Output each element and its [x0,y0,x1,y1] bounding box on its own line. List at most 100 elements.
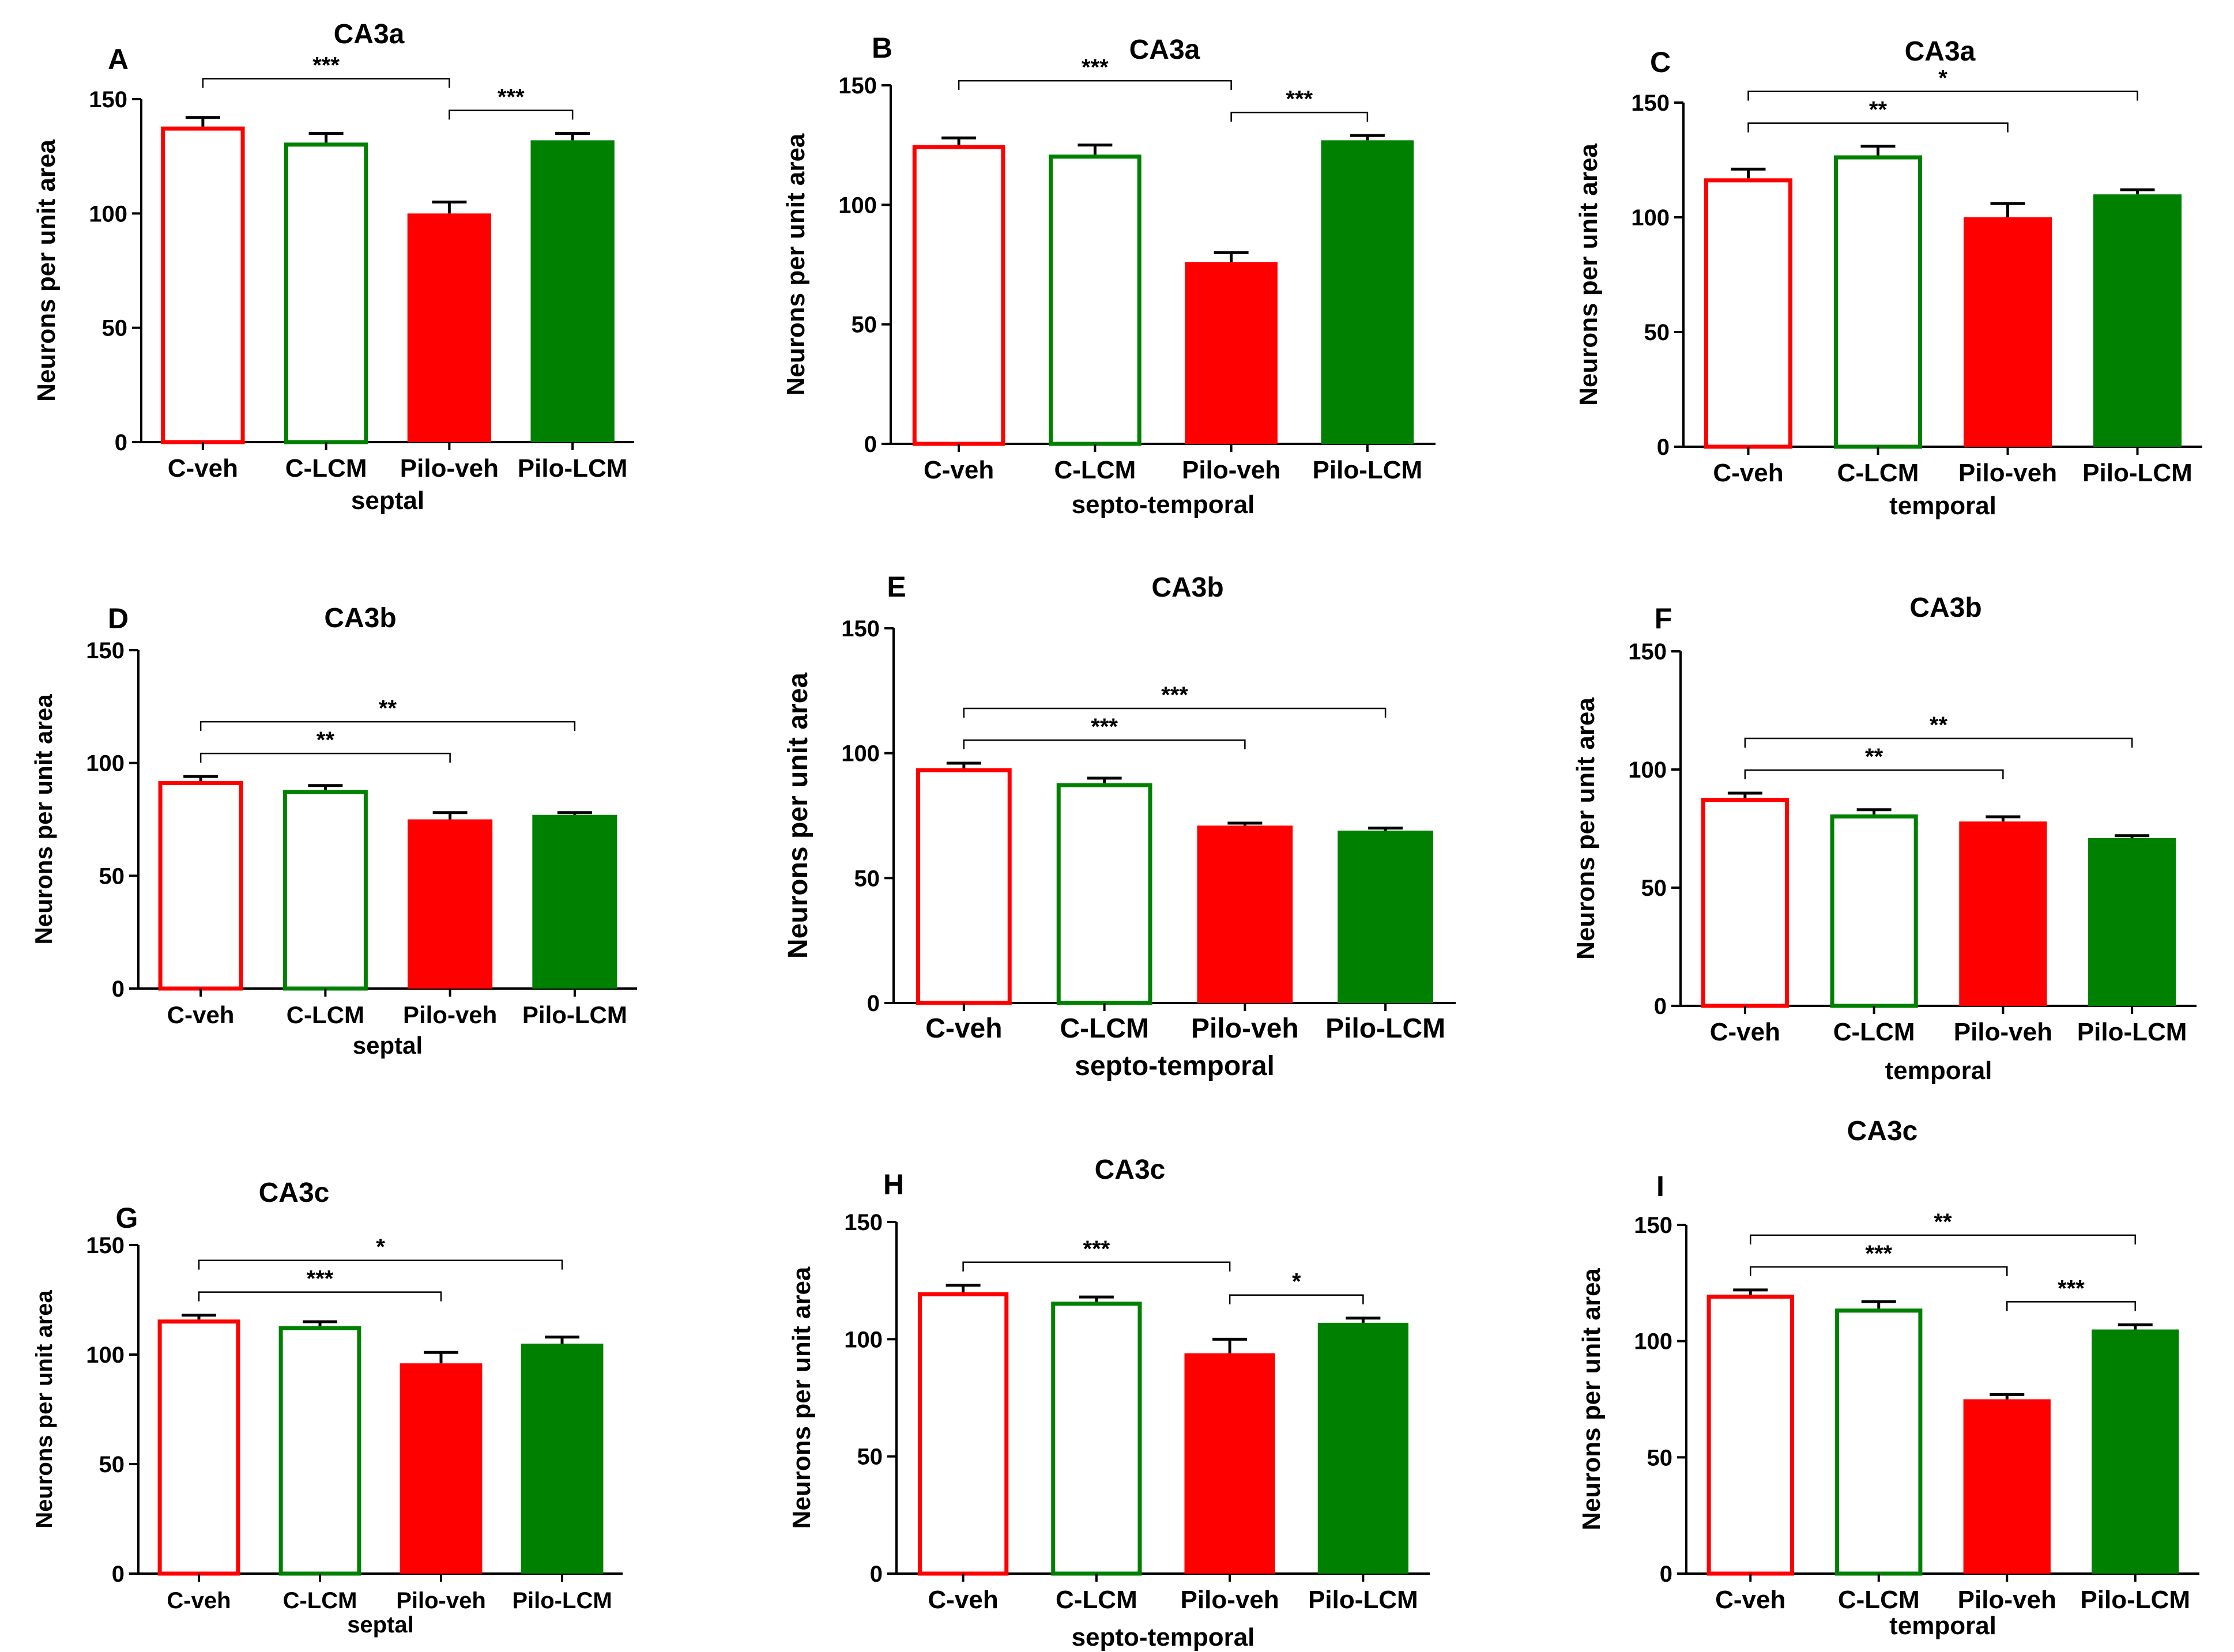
x-axis-label: septo-temporal [1072,1623,1255,1651]
x-tick-label: C-LCM [285,454,367,482]
bar-c-lcm [278,1326,361,1576]
panel-b: B CA3a 0 50 100 150 Neurons per unit area C-veh… [782,32,1436,519]
bar-c-veh [158,780,243,991]
x-tick-label: C-LCM [1838,1586,1920,1614]
bar-pilo-lcm [2088,838,2176,1006]
y-tick-label: 0 [112,1562,125,1587]
y-tick-label: 50 [99,1452,125,1477]
chart-title: CA3c [1095,1155,1166,1185]
y-tick-label: 150 [1631,90,1670,116]
bar-c-lcm [282,790,368,991]
x-tick-label: C-veh [1713,459,1783,487]
y-tick-label: 150 [838,73,877,99]
chart-title: CA3a [1129,35,1200,65]
significance-bracket [449,110,574,120]
significance-bracket [1747,122,2009,133]
significance-label: ** [1930,712,1948,738]
bar-c-veh [918,1292,1009,1576]
x-tick-label: Pilo-LCM [2082,459,2192,487]
panel-letter: H [883,1168,904,1201]
x-tick-label: Pilo-LCM [522,1001,627,1028]
bar-pilo-lcm [521,1344,604,1574]
significance-label: *** [1091,714,1118,740]
significance-label: * [1292,1269,1301,1295]
bar-pilo-veh [408,819,493,989]
chart-title: CA3a [1905,36,1976,67]
bar-pilo-veh [1185,262,1278,444]
y-tick-label: 50 [852,312,877,338]
x-tick-label: C-LCM [287,1001,364,1028]
significance-label: * [376,1235,385,1260]
panel-letter: G [116,1202,138,1234]
panel-c: C CA3a 0 50 100 150 Neurons per unit area C-veh… [1574,36,2202,520]
x-tick-label: C-veh [1715,1586,1785,1614]
x-tick-label: Pilo-veh [403,1001,497,1028]
y-tick-label: 100 [86,1342,125,1368]
x-tick-label: Pilo-LCM [1308,1586,1418,1614]
significance-label: ** [1934,1209,1952,1235]
y-tick-label: 100 [838,193,877,218]
x-tick-label: Pilo-veh [1182,456,1280,484]
y-tick-label: 100 [844,1327,883,1352]
significance-bracket [1750,1266,2008,1276]
y-tick-label: 100 [1628,757,1667,783]
y-axis-label: Neurons per unit area [30,694,57,945]
bar-pilo-lcm [532,814,617,989]
y-tick-label: 150 [89,87,127,112]
significance-bracket [2006,1301,2136,1311]
x-tick-label: C-veh [167,1588,231,1613]
significance-label: *** [498,85,525,110]
panel-i: I CA3c 0 50 100 150 Neurons per unit area C-veh… [1577,1116,2199,1640]
x-tick-label: C-LCM [1837,459,1919,487]
bar-c-veh [912,145,1005,446]
bar-c-lcm [1056,783,1152,1005]
bar-pilo-lcm [1321,140,1414,444]
x-axis-label: temporal [1889,492,1996,520]
panel-letter: D [108,602,129,635]
panel-letter: B [872,32,892,64]
significance-label: ** [1869,97,1888,123]
bar-c-lcm [1049,154,1142,446]
significance-label: ** [1865,744,1883,770]
x-tick-label: Pilo-veh [1958,1586,2056,1614]
chart-title: CA3b [1151,572,1223,603]
x-tick-label: Pilo-LCM [2077,1018,2187,1046]
bar-pilo-veh [400,1363,483,1574]
panel-letter: F [1655,602,1672,635]
y-tick-label: 50 [1644,320,1670,345]
significance-label: * [1938,66,1947,91]
panel-g: G CA3c 0 50 100 150 Neurons per unit area C-veh… [32,1178,623,1638]
y-tick-label: 100 [1634,1329,1672,1355]
bar-c-veh [1704,178,1792,449]
bar-pilo-veh [1197,825,1293,1003]
bar-c-lcm [1830,814,1918,1008]
y-tick-label: 100 [841,741,880,767]
y-tick-label: 0 [864,432,877,457]
chart-title: CA3c [1847,1116,1918,1146]
y-tick-label: 150 [844,1210,883,1235]
x-axis-label: septo-temporal [1072,491,1255,519]
y-tick-label: 0 [112,976,125,1002]
x-tick-label: C-veh [928,1586,999,1614]
x-tick-label: C-LCM [1054,456,1136,484]
bar-c-veh [157,1319,240,1576]
bar-pilo-veh [1963,1399,2051,1574]
y-tick-label: 100 [89,201,127,227]
x-tick-label: Pilo-LCM [518,454,628,482]
y-tick-label: 50 [99,863,125,889]
significance-bracket [1744,737,2133,748]
bar-c-lcm [1834,155,1922,449]
x-tick-label: Pilo-veh [396,1588,486,1613]
chart-title: CA3c [259,1178,330,1208]
y-tick-label: 50 [1647,1445,1673,1470]
bar-c-veh [916,768,1012,1005]
y-axis-label: Neurons per unit area [1574,144,1603,406]
significance-label: ** [379,696,397,721]
x-axis-label: septal [353,1032,423,1059]
x-tick-label: C-veh [167,1001,235,1028]
significance-label: *** [312,53,340,78]
significance-label: *** [1865,1241,1892,1266]
bar-c-lcm [1051,1302,1142,1576]
y-tick-label: 150 [1628,639,1667,665]
